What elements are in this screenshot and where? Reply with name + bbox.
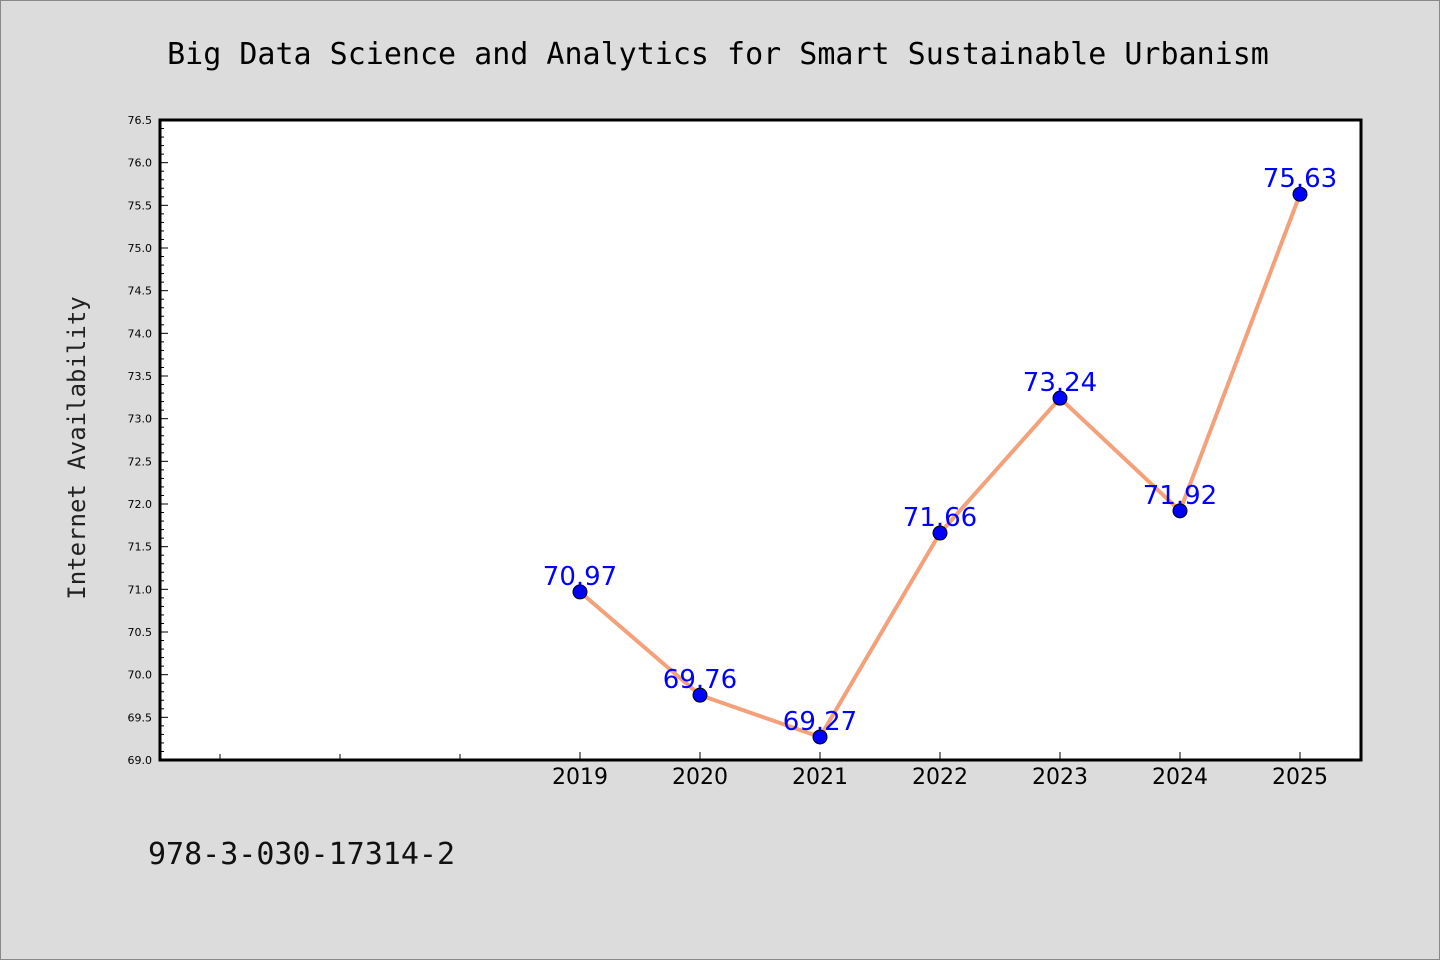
data-point — [572, 584, 588, 600]
y-tick-label: 75.5 — [128, 199, 153, 212]
plot-area — [158, 118, 1363, 762]
y-tick-label: 76.0 — [128, 157, 153, 170]
y-tick-label: 76.5 — [128, 114, 153, 127]
data-point — [1292, 186, 1308, 202]
y-axis-label: Internet Availability — [63, 296, 91, 599]
data-point — [692, 687, 708, 703]
footer-code: 978-3-030-17314-2 — [148, 837, 455, 872]
y-tick-label: 74.0 — [128, 327, 153, 340]
data-label: 69.27 — [783, 707, 857, 737]
x-tick-label: 2022 — [912, 765, 968, 790]
y-tick-label: 72.0 — [128, 498, 153, 511]
data-point — [1052, 390, 1068, 406]
y-tick-label: 74.5 — [128, 285, 153, 298]
x-tick-label: 2023 — [1032, 765, 1088, 790]
x-tick-label: 2019 — [552, 765, 608, 790]
y-tick-label: 73.5 — [128, 370, 153, 383]
data-point — [1172, 503, 1188, 519]
y-tick-label: 71.0 — [128, 583, 153, 596]
y-tick-label: 75.0 — [128, 242, 153, 255]
data-point — [932, 525, 948, 541]
data-label: 73.24 — [1023, 368, 1097, 398]
y-tick-label: 69.5 — [128, 711, 153, 724]
data-label: 70.97 — [543, 562, 617, 592]
y-tick-label: 70.0 — [128, 669, 153, 682]
y-tick-label: 70.5 — [128, 626, 153, 639]
x-tick-label: 2021 — [792, 765, 848, 790]
x-tick-label: 2025 — [1272, 765, 1328, 790]
data-label: 71.66 — [903, 503, 977, 533]
data-label: 69.76 — [663, 665, 737, 695]
data-point — [812, 729, 828, 745]
y-tick-label: 73.0 — [128, 413, 153, 426]
data-label: 75.63 — [1263, 164, 1337, 194]
chart-title: Big Data Science and Analytics for Smart… — [167, 37, 1269, 72]
series-line-group: 70.97 69.76 69.27 71.66 73.24 71.92 75.63 — [543, 164, 1337, 745]
y-tick-label: 71.5 — [128, 541, 153, 554]
data-label: 71.92 — [1143, 481, 1217, 511]
y-tick-label: 72.5 — [128, 455, 153, 468]
y-axis: 69.0 69.5 70.0 70.5 71.0 71.5 72.0 72.5 73.0 73.5… — [128, 114, 168, 767]
x-tick-label: 2024 — [1152, 765, 1208, 790]
x-axis: 2019 2020 2021 2022 2023 2024 2025 — [219, 752, 1328, 790]
y-tick-label: 69.0 — [128, 754, 153, 767]
x-tick-label: 2020 — [672, 765, 728, 790]
